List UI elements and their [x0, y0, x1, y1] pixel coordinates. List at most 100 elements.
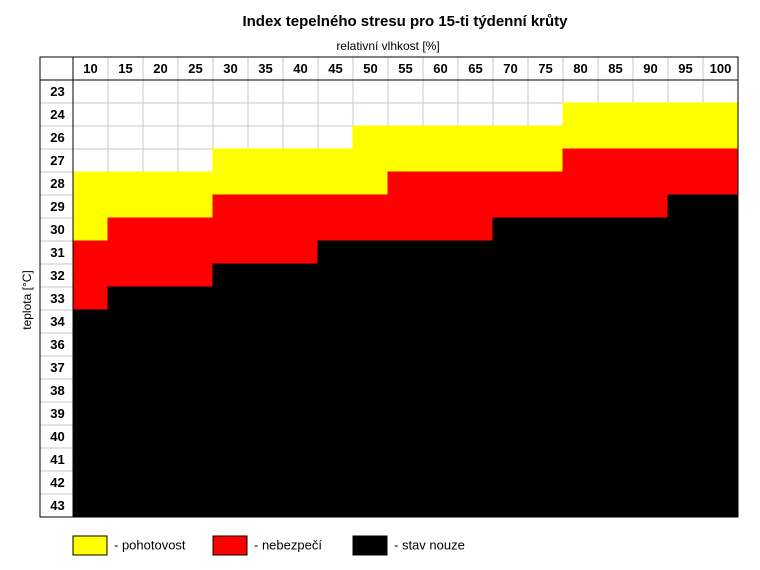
- cell: [247, 125, 284, 150]
- cell: [212, 447, 249, 472]
- cell: [492, 332, 529, 357]
- cell: [142, 424, 179, 449]
- cell: [72, 447, 109, 472]
- cell: [457, 171, 494, 196]
- cell: [317, 424, 354, 449]
- cell: [282, 148, 319, 173]
- cell: [667, 355, 704, 380]
- cell: [177, 240, 214, 265]
- cell: [317, 401, 354, 426]
- cell: [702, 493, 739, 518]
- cell: [177, 309, 214, 334]
- cell: [352, 424, 389, 449]
- cell: [352, 263, 389, 288]
- cell: [597, 470, 634, 495]
- cell: [667, 332, 704, 357]
- row-label: 41: [50, 452, 64, 467]
- cell: [142, 493, 179, 518]
- row-label: 30: [50, 222, 64, 237]
- cell: [667, 79, 704, 104]
- cell: [492, 493, 529, 518]
- cell: [72, 470, 109, 495]
- cell: [492, 309, 529, 334]
- cell: [387, 401, 424, 426]
- cell: [282, 125, 319, 150]
- cell: [562, 125, 599, 150]
- cell: [142, 309, 179, 334]
- row-label: 36: [50, 337, 64, 352]
- cell: [387, 493, 424, 518]
- cell: [247, 171, 284, 196]
- cell: [282, 493, 319, 518]
- cell: [177, 424, 214, 449]
- column-label: 45: [328, 61, 342, 76]
- cell: [317, 286, 354, 311]
- cell: [492, 263, 529, 288]
- cell: [702, 240, 739, 265]
- cell: [667, 493, 704, 518]
- cell: [562, 401, 599, 426]
- cell: [422, 217, 459, 242]
- cell: [527, 194, 564, 219]
- cell: [632, 309, 669, 334]
- cell: [387, 148, 424, 173]
- cell: [702, 217, 739, 242]
- cell: [702, 424, 739, 449]
- cell: [142, 240, 179, 265]
- cell: [702, 125, 739, 150]
- cell: [457, 240, 494, 265]
- cell: [387, 263, 424, 288]
- cell: [387, 447, 424, 472]
- row-label: 37: [50, 360, 64, 375]
- cell: [597, 493, 634, 518]
- cell: [247, 286, 284, 311]
- cell: [597, 332, 634, 357]
- cell: [212, 125, 249, 150]
- cell: [457, 332, 494, 357]
- cell: [667, 148, 704, 173]
- cell: [422, 240, 459, 265]
- cell: [597, 79, 634, 104]
- cell: [702, 447, 739, 472]
- cell: [492, 217, 529, 242]
- cell: [667, 171, 704, 196]
- cell: [667, 240, 704, 265]
- cell: [352, 148, 389, 173]
- cell: [562, 378, 599, 403]
- row-label: 26: [50, 130, 64, 145]
- cell: [212, 401, 249, 426]
- cell: [562, 447, 599, 472]
- column-label: 40: [293, 61, 307, 76]
- cell: [72, 171, 109, 196]
- cell: [562, 102, 599, 127]
- cell: [72, 240, 109, 265]
- cell: [247, 102, 284, 127]
- cell: [177, 401, 214, 426]
- cell: [72, 309, 109, 334]
- cell: [177, 493, 214, 518]
- cell: [212, 332, 249, 357]
- cell: [317, 125, 354, 150]
- cell: [457, 424, 494, 449]
- cell: [457, 309, 494, 334]
- cell: [317, 470, 354, 495]
- cell: [282, 217, 319, 242]
- cell: [667, 102, 704, 127]
- cell: [142, 263, 179, 288]
- cell: [422, 332, 459, 357]
- cell: [107, 355, 144, 380]
- cell: [72, 332, 109, 357]
- cell: [72, 424, 109, 449]
- cell: [142, 470, 179, 495]
- cell: [422, 171, 459, 196]
- cell: [702, 309, 739, 334]
- cell: [247, 217, 284, 242]
- cell: [527, 102, 564, 127]
- cell: [317, 263, 354, 288]
- cell: [527, 240, 564, 265]
- cell: [597, 378, 634, 403]
- cell: [177, 102, 214, 127]
- cell: [387, 309, 424, 334]
- column-label: 70: [503, 61, 517, 76]
- cell: [177, 263, 214, 288]
